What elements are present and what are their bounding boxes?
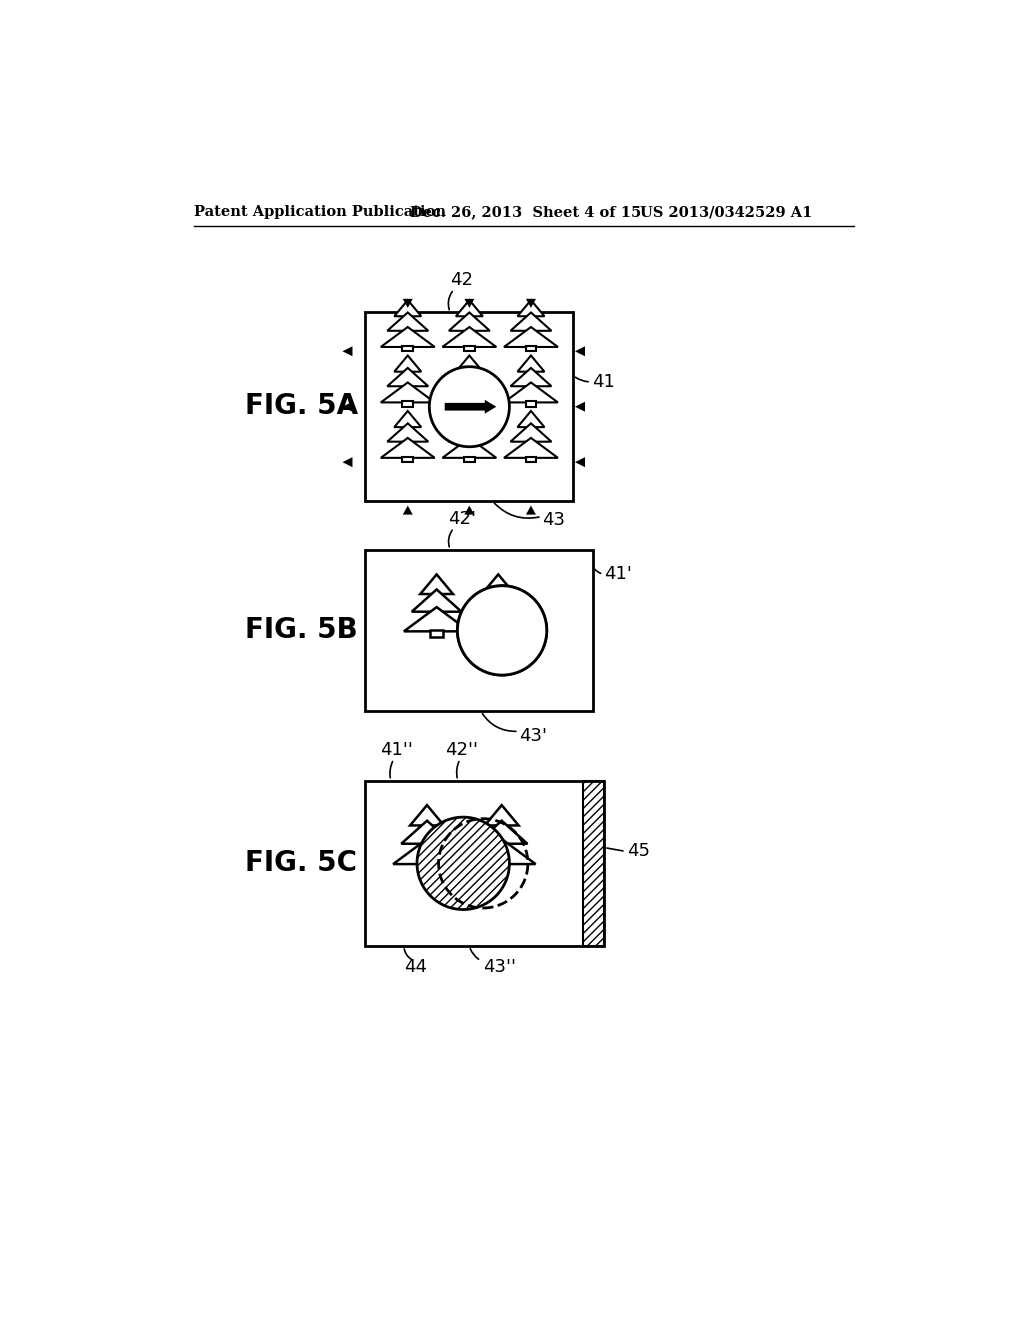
- FancyArrow shape: [444, 400, 497, 413]
- Polygon shape: [402, 346, 413, 351]
- Polygon shape: [394, 300, 421, 317]
- Polygon shape: [517, 355, 545, 372]
- Polygon shape: [430, 630, 443, 636]
- Polygon shape: [442, 383, 497, 403]
- Polygon shape: [511, 424, 552, 442]
- Polygon shape: [387, 368, 428, 387]
- Polygon shape: [575, 346, 585, 356]
- Text: 43'': 43'': [483, 958, 516, 975]
- Polygon shape: [482, 574, 515, 594]
- Polygon shape: [394, 411, 421, 428]
- Polygon shape: [449, 313, 489, 331]
- Bar: [366, 780, 604, 946]
- Text: FIG. 5A: FIG. 5A: [245, 392, 357, 420]
- Polygon shape: [449, 424, 489, 442]
- Text: FIG. 5B: FIG. 5B: [245, 616, 357, 644]
- Text: FIG. 5C: FIG. 5C: [245, 849, 356, 876]
- Polygon shape: [449, 368, 489, 387]
- Polygon shape: [381, 327, 435, 347]
- Circle shape: [458, 586, 547, 675]
- Polygon shape: [387, 313, 428, 331]
- Polygon shape: [402, 457, 413, 462]
- Polygon shape: [511, 313, 552, 331]
- Polygon shape: [504, 327, 558, 347]
- Polygon shape: [342, 346, 352, 356]
- Polygon shape: [381, 438, 435, 458]
- Polygon shape: [526, 506, 536, 515]
- Polygon shape: [511, 368, 552, 387]
- Polygon shape: [410, 805, 444, 825]
- Polygon shape: [495, 863, 509, 870]
- Polygon shape: [402, 401, 413, 407]
- Polygon shape: [456, 300, 483, 317]
- Circle shape: [429, 367, 509, 446]
- Polygon shape: [575, 401, 585, 412]
- Polygon shape: [394, 355, 421, 372]
- Polygon shape: [412, 590, 462, 611]
- Text: 43: 43: [543, 511, 565, 529]
- Polygon shape: [464, 401, 475, 407]
- Polygon shape: [517, 411, 545, 428]
- Text: 42': 42': [447, 510, 476, 528]
- Polygon shape: [420, 574, 453, 594]
- Polygon shape: [504, 383, 558, 403]
- Polygon shape: [525, 457, 537, 462]
- Polygon shape: [456, 355, 483, 372]
- Polygon shape: [464, 506, 474, 515]
- Text: 42: 42: [451, 271, 473, 289]
- Polygon shape: [342, 457, 352, 467]
- Polygon shape: [442, 438, 497, 458]
- Polygon shape: [402, 298, 413, 308]
- Polygon shape: [464, 298, 474, 308]
- Polygon shape: [381, 383, 435, 403]
- Text: 42'': 42'': [445, 741, 478, 759]
- Polygon shape: [504, 438, 558, 458]
- Text: 41'': 41'': [380, 741, 413, 759]
- Polygon shape: [492, 630, 505, 636]
- Bar: [366, 549, 593, 711]
- Polygon shape: [403, 607, 469, 631]
- Polygon shape: [473, 590, 523, 611]
- Bar: [366, 313, 573, 502]
- Polygon shape: [464, 457, 475, 462]
- Polygon shape: [456, 411, 483, 428]
- Polygon shape: [575, 457, 585, 467]
- Polygon shape: [401, 821, 453, 843]
- Polygon shape: [442, 327, 497, 347]
- Polygon shape: [420, 863, 434, 870]
- Text: Dec. 26, 2013  Sheet 4 of 15: Dec. 26, 2013 Sheet 4 of 15: [410, 206, 641, 219]
- Polygon shape: [466, 607, 531, 631]
- Text: 44: 44: [403, 958, 427, 975]
- Text: 41: 41: [593, 372, 615, 391]
- Polygon shape: [525, 401, 537, 407]
- Polygon shape: [342, 401, 352, 412]
- Polygon shape: [476, 821, 527, 843]
- Text: US 2013/0342529 A1: US 2013/0342529 A1: [640, 206, 813, 219]
- Polygon shape: [526, 298, 536, 308]
- Text: Patent Application Publication: Patent Application Publication: [194, 206, 445, 219]
- Polygon shape: [402, 506, 413, 515]
- Text: 43': 43': [519, 727, 548, 744]
- Circle shape: [417, 817, 509, 909]
- Text: 41': 41': [604, 565, 632, 583]
- Polygon shape: [517, 300, 545, 317]
- Text: 45: 45: [628, 842, 650, 861]
- Polygon shape: [468, 840, 536, 865]
- Circle shape: [458, 586, 547, 675]
- Bar: [583, 780, 604, 946]
- Polygon shape: [393, 840, 461, 865]
- Polygon shape: [387, 424, 428, 442]
- Polygon shape: [464, 346, 475, 351]
- Polygon shape: [525, 346, 537, 351]
- Polygon shape: [484, 805, 518, 825]
